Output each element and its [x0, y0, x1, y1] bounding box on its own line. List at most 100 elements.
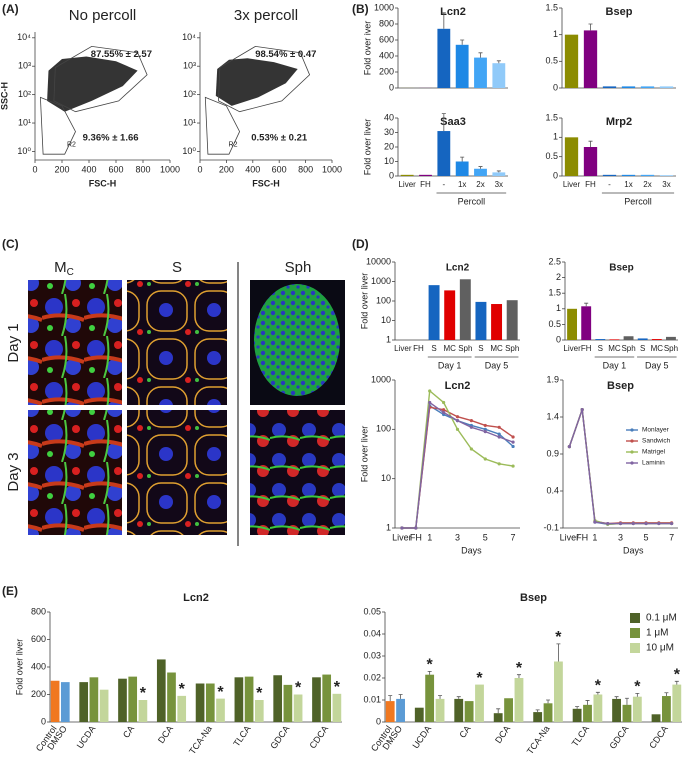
x-tick-label: DCA	[493, 724, 512, 745]
error-bar	[427, 671, 432, 675]
bar	[437, 28, 451, 88]
axis	[394, 380, 520, 529]
y-axis-label: Fold over liver	[362, 119, 372, 176]
significance-marker: *	[516, 660, 523, 677]
point	[414, 526, 418, 530]
x-tick-label: 7	[669, 532, 674, 542]
x-tick-label: 3x	[662, 180, 670, 189]
x-tick-label: 3x	[495, 180, 503, 189]
bar	[99, 689, 109, 722]
column-label: MC	[54, 259, 74, 278]
bar	[293, 694, 303, 722]
point	[428, 400, 432, 405]
bar	[621, 174, 636, 176]
y-tick-label: 0.04	[363, 628, 381, 638]
spheroid	[254, 284, 340, 396]
x-tick-label: DCA	[156, 724, 175, 745]
bar	[455, 44, 469, 88]
gate	[218, 45, 311, 113]
bar	[609, 339, 620, 340]
error-bar	[595, 691, 600, 695]
bar	[572, 708, 582, 722]
chart-title: No percoll	[69, 7, 137, 24]
bar	[454, 698, 464, 722]
y-tick-label: 0	[553, 82, 558, 92]
bar	[312, 677, 321, 722]
error-bar	[478, 166, 483, 169]
x-tick-label: GDCA	[607, 724, 630, 751]
point	[455, 427, 460, 431]
y-axis-label: Fold over liver	[359, 426, 369, 483]
x-tick-label: FH	[413, 344, 424, 353]
error-bar	[585, 700, 590, 705]
y-tick-label: 10⁰	[182, 146, 196, 156]
point	[483, 427, 487, 431]
point	[593, 520, 597, 524]
bar	[474, 168, 487, 176]
y-tick-label: 40	[384, 112, 394, 122]
chart-title: Mrp2	[606, 116, 632, 128]
y-tick-label: 0.01	[363, 694, 381, 704]
error-bar	[496, 708, 501, 714]
micrograph	[127, 410, 227, 535]
x-tick-label: 2x	[476, 180, 484, 189]
group-label: Day 5	[485, 360, 509, 370]
bar	[195, 683, 205, 722]
chart-title: Lcn2	[445, 380, 471, 392]
x-tick-label: S	[640, 344, 645, 353]
legend-label: Monlayer	[642, 427, 670, 434]
annotation: 0.53% ± 0.21	[251, 132, 308, 143]
bar	[583, 704, 592, 722]
y-tick-label: 30	[384, 127, 394, 137]
error-bar	[575, 706, 580, 709]
point	[670, 521, 674, 526]
gate	[204, 96, 241, 155]
legend-label: Laminin	[642, 460, 665, 467]
bar	[623, 336, 634, 340]
y-tick-label: 600	[379, 34, 394, 44]
chart-title: Bsep	[607, 380, 634, 392]
error-bar	[441, 12, 446, 29]
bar	[400, 174, 414, 176]
y-tick-label: 0	[556, 334, 561, 344]
point	[644, 521, 648, 526]
bar	[156, 659, 166, 722]
bar	[79, 682, 89, 722]
panel-label: (A)	[2, 2, 19, 16]
x-tick-label: -	[608, 180, 611, 189]
point	[497, 462, 501, 466]
y-tick-label: 1	[556, 303, 561, 313]
series-line	[401, 406, 514, 529]
x-tick-label: MC	[651, 344, 664, 353]
y-tick-label: 100	[376, 295, 391, 305]
x-tick-label: FH	[585, 180, 596, 189]
group-label: Day 1	[438, 360, 462, 370]
bar	[651, 714, 661, 722]
legend-swatch	[630, 439, 634, 443]
bar	[60, 682, 70, 722]
bar	[564, 34, 579, 88]
bar	[205, 683, 215, 722]
column-label: Sph	[285, 259, 312, 276]
y-tick-label: 400	[31, 661, 46, 671]
x-tick-label: CDCA	[307, 724, 330, 751]
legend-swatch	[630, 613, 640, 623]
y-tick-label: 0.03	[363, 650, 381, 660]
x-tick-label: Liver	[563, 180, 581, 189]
bar	[475, 301, 487, 340]
x-tick-label: 0	[32, 164, 37, 174]
bar	[632, 696, 642, 722]
group-label: Day 1	[603, 360, 627, 370]
error-bar	[496, 170, 501, 173]
x-tick-label: S	[478, 344, 483, 353]
point	[455, 419, 460, 423]
error-bar	[456, 696, 461, 699]
bar	[492, 172, 506, 176]
y-tick-label: 800	[379, 18, 394, 28]
x-tick-label: MC	[490, 344, 503, 353]
bar	[455, 161, 469, 176]
y-tick-label: 600	[31, 634, 46, 644]
point	[442, 410, 446, 415]
y-tick-label: 10³	[18, 61, 31, 71]
